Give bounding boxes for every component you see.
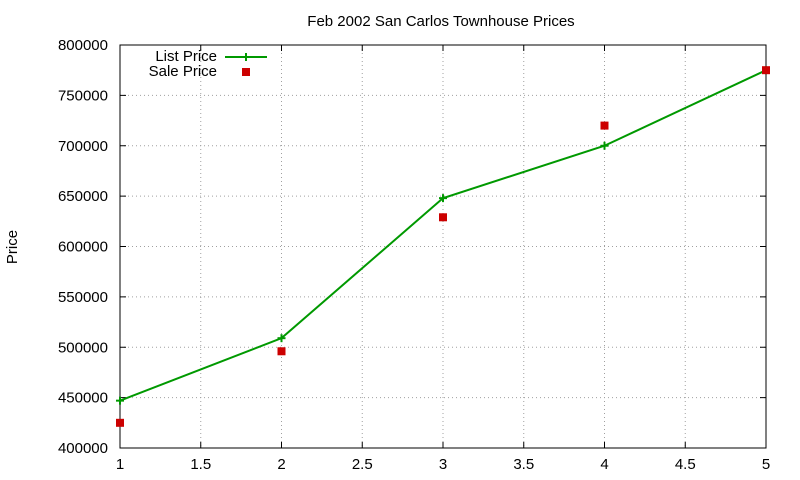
y-tick-label: 500000 — [58, 339, 108, 356]
y-tick-label: 800000 — [58, 37, 108, 54]
x-tick-label: 2 — [277, 456, 285, 473]
x-tick-label: 2.5 — [352, 456, 373, 473]
y-tick-label: 700000 — [58, 138, 108, 155]
list-price-point — [277, 334, 286, 343]
plot-frame — [119, 44, 767, 449]
sale-price-point — [600, 121, 609, 130]
legend-swatch-sale-price — [242, 68, 250, 76]
list-price-point — [116, 396, 124, 405]
list-price-point — [600, 141, 609, 150]
series — [116, 66, 770, 427]
sale-price-point — [762, 66, 770, 75]
list-price-point — [439, 194, 447, 203]
chart-title: Feb 2002 San Carlos Townhouse Prices — [307, 13, 574, 30]
grid — [120, 45, 766, 448]
sale-price-point — [439, 213, 447, 222]
legend-label-list-price: List Price — [155, 48, 217, 65]
y-tick-label: 750000 — [58, 87, 108, 104]
y-tick-label: 400000 — [58, 440, 108, 457]
list-price-line — [119, 69, 767, 402]
sale-price-point — [277, 347, 286, 356]
x-tick-label: 3 — [439, 456, 447, 473]
axis-ticks: 1 1.5 2 2.5 3 3.5 4 4.5 5 400000 450000 500000 55000… — [58, 37, 770, 473]
x-tick-label: 4.5 — [675, 456, 696, 473]
y-axis-label: Price — [4, 230, 21, 264]
x-tick-label: 1.5 — [190, 456, 211, 473]
sale-price-point — [116, 418, 124, 427]
x-tick-label: 4 — [600, 456, 608, 473]
y-tick-label: 450000 — [58, 390, 108, 407]
y-tick-label: 650000 — [58, 188, 108, 205]
x-tick-label: 5 — [762, 456, 770, 473]
x-tick-label: 3.5 — [513, 456, 534, 473]
y-tick-label: 600000 — [58, 239, 108, 256]
x-tick-label: 1 — [116, 456, 124, 473]
y-tick-label: 550000 — [58, 289, 108, 306]
legend-label-sale-price: Sale Price — [149, 63, 217, 80]
